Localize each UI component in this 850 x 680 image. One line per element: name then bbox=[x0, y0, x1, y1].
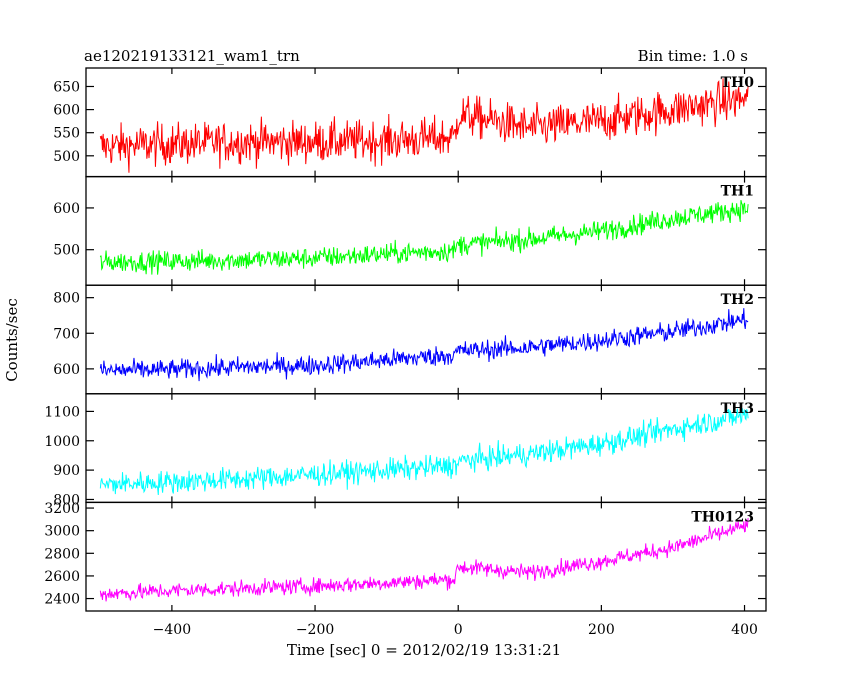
panels-group: 500 550 600 650 TH0 500 600 TH1 600 700 800 TH2 800 9… bbox=[44, 67, 767, 612]
y-tick-label: 1100 bbox=[44, 404, 80, 420]
y-tick-label: 3000 bbox=[44, 524, 80, 540]
y-tick-label: 1000 bbox=[44, 434, 80, 450]
panel-th0123: 2400 2600 2800 3000 3200 TH0123 bbox=[44, 501, 767, 612]
series-line-th0123 bbox=[99, 517, 749, 602]
x-axis: −400 −200 0 200 400 bbox=[153, 622, 758, 638]
series-label-th3: TH3 bbox=[721, 401, 754, 417]
y-tick-label: 2400 bbox=[44, 592, 80, 608]
x-tick-label: 200 bbox=[588, 622, 615, 638]
series-label-th0123: TH0123 bbox=[691, 509, 754, 525]
chart-title: ae120219133121_wam1_trn bbox=[84, 47, 300, 65]
y-tick-label: 2800 bbox=[44, 546, 80, 562]
bin-time-label: Bin time: 1.0 s bbox=[638, 47, 748, 65]
series-label-th0: TH0 bbox=[721, 75, 755, 91]
series-line-th2 bbox=[99, 308, 749, 382]
panel-th2: 600 700 800 TH2 bbox=[53, 284, 767, 395]
x-tick-label: 400 bbox=[731, 622, 758, 638]
series-label-th1: TH1 bbox=[721, 184, 754, 200]
x-tick-label: 0 bbox=[454, 622, 463, 638]
y-tick-label: 2600 bbox=[44, 569, 80, 585]
y-tick-label: 900 bbox=[53, 463, 80, 479]
x-tick-label: −200 bbox=[296, 622, 334, 638]
series-line-th1 bbox=[99, 199, 749, 275]
series-line-th3 bbox=[99, 408, 749, 495]
y-tick-label: 550 bbox=[53, 126, 80, 142]
x-tick-label: −400 bbox=[153, 622, 191, 638]
panel-th1: 500 600 TH1 bbox=[53, 175, 767, 286]
panel-th0: 500 550 600 650 TH0 bbox=[53, 67, 767, 178]
y-tick-label: 700 bbox=[53, 326, 80, 342]
y-tick-label: 500 bbox=[53, 243, 80, 259]
x-axis-label: Time [sec] 0 = 2012/02/19 13:31:21 bbox=[287, 641, 561, 659]
series-line-th0 bbox=[99, 78, 749, 173]
y-tick-label: 650 bbox=[53, 79, 80, 95]
y-tick-label: 600 bbox=[53, 103, 80, 119]
y-tick-label: 800 bbox=[53, 291, 80, 307]
y-tick-label: 800 bbox=[53, 492, 80, 508]
y-axis-label: Counts/sec bbox=[3, 298, 21, 382]
y-tick-label: 600 bbox=[53, 362, 80, 378]
panel-th3: 800 900 1000 1100 TH3 bbox=[44, 393, 767, 508]
panel-frame bbox=[85, 501, 767, 612]
y-tick-label: 600 bbox=[53, 201, 80, 217]
y-tick-label: 3200 bbox=[44, 501, 80, 517]
panel-frame bbox=[85, 393, 767, 504]
y-tick-label: 500 bbox=[53, 149, 80, 165]
series-label-th2: TH2 bbox=[721, 292, 754, 308]
